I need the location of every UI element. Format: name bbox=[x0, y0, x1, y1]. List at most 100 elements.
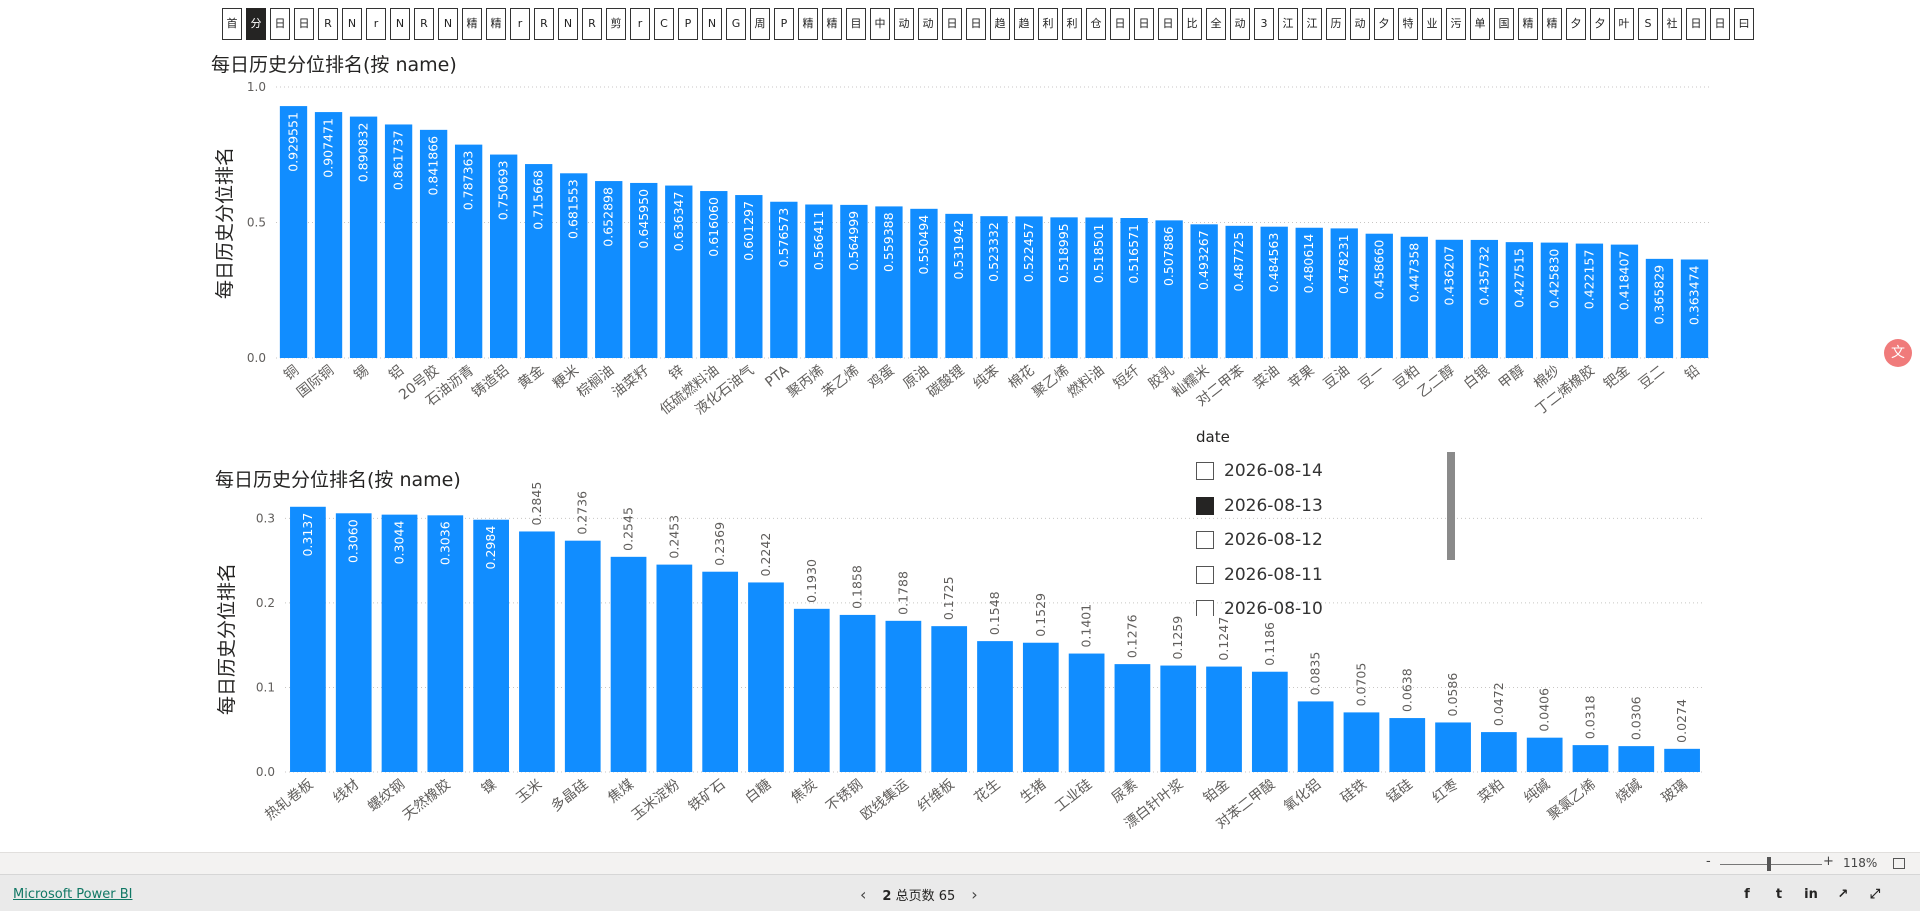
bar[interactable] bbox=[1343, 712, 1380, 772]
bar[interactable] bbox=[793, 608, 830, 772]
page-tab[interactable]: 动 bbox=[918, 8, 938, 40]
page-tab[interactable]: 全 bbox=[1206, 8, 1226, 40]
slicer-item[interactable]: 2026-08-13 bbox=[1196, 489, 1466, 524]
page-tab[interactable]: N bbox=[390, 8, 410, 40]
page-tab[interactable]: 仓 bbox=[1086, 8, 1106, 40]
page-tab[interactable]: P bbox=[774, 8, 794, 40]
previous-page-button[interactable]: ‹ bbox=[860, 884, 867, 904]
page-tab[interactable]: 剪 bbox=[606, 8, 626, 40]
page-tab[interactable]: 中 bbox=[870, 8, 890, 40]
bar[interactable] bbox=[1120, 218, 1148, 358]
bar[interactable] bbox=[314, 112, 343, 359]
page-tab[interactable]: 动 bbox=[894, 8, 914, 40]
bar[interactable] bbox=[1085, 217, 1113, 358]
bar[interactable] bbox=[1435, 722, 1471, 772]
page-tab[interactable]: 江 bbox=[1302, 8, 1322, 40]
bar[interactable] bbox=[419, 129, 448, 358]
page-tab[interactable]: r bbox=[630, 8, 650, 40]
bar[interactable] bbox=[1225, 225, 1253, 358]
page-tab[interactable]: 动 bbox=[1350, 8, 1370, 40]
bar[interactable] bbox=[1664, 748, 1700, 772]
bar[interactable] bbox=[630, 182, 658, 358]
page-tab[interactable]: 单 bbox=[1470, 8, 1490, 40]
bar[interactable] bbox=[1295, 227, 1323, 358]
bar[interactable] bbox=[700, 191, 728, 358]
slicer-checkbox[interactable] bbox=[1196, 600, 1214, 616]
page-tab[interactable]: G bbox=[726, 8, 746, 40]
bar[interactable] bbox=[1470, 239, 1499, 358]
bar[interactable] bbox=[1618, 746, 1655, 772]
bar[interactable] bbox=[1645, 258, 1674, 358]
bar[interactable] bbox=[1365, 233, 1393, 358]
page-tab[interactable]: S bbox=[1638, 8, 1658, 40]
bar[interactable] bbox=[454, 144, 483, 358]
slicer-item[interactable]: 2026-08-10 bbox=[1196, 592, 1466, 616]
bar[interactable] bbox=[335, 513, 372, 772]
page-tab[interactable]: N bbox=[702, 8, 722, 40]
bar[interactable] bbox=[564, 540, 601, 772]
page-tab[interactable]: 日 bbox=[294, 8, 314, 40]
bar[interactable] bbox=[1015, 216, 1043, 358]
bar[interactable] bbox=[1400, 236, 1428, 358]
page-tab[interactable]: 国 bbox=[1494, 8, 1514, 40]
bar[interactable] bbox=[1575, 243, 1604, 358]
page-tab[interactable]: 社 bbox=[1662, 8, 1682, 40]
page-tab[interactable]: C bbox=[654, 8, 674, 40]
page-tab[interactable]: 精 bbox=[798, 8, 818, 40]
bar[interactable] bbox=[656, 564, 693, 772]
bar[interactable] bbox=[1260, 226, 1288, 358]
page-tab[interactable]: 日 bbox=[1710, 8, 1730, 40]
page-tab[interactable]: 3 bbox=[1254, 8, 1274, 40]
bar[interactable] bbox=[735, 195, 763, 358]
page-tab[interactable]: 日 bbox=[1158, 8, 1178, 40]
page-tab[interactable]: 趋 bbox=[990, 8, 1010, 40]
page-tab[interactable]: 曰 bbox=[1734, 8, 1754, 40]
page-tab[interactable]: 动 bbox=[1230, 8, 1250, 40]
page-tab[interactable]: 目 bbox=[846, 8, 866, 40]
bar[interactable] bbox=[945, 213, 973, 358]
page-tab[interactable]: 日 bbox=[1686, 8, 1706, 40]
zoom-slider-thumb[interactable] bbox=[1767, 857, 1771, 871]
bar[interactable] bbox=[839, 614, 876, 772]
share-icon[interactable]: ↗ bbox=[1837, 886, 1849, 902]
page-tab[interactable]: 利 bbox=[1038, 8, 1058, 40]
bar[interactable] bbox=[885, 620, 922, 772]
bar[interactable] bbox=[349, 116, 378, 358]
bar[interactable] bbox=[931, 626, 968, 772]
slicer-checkbox[interactable] bbox=[1196, 565, 1214, 584]
page-tab[interactable]: 日 bbox=[942, 8, 962, 40]
twitter-icon[interactable]: t bbox=[1775, 886, 1783, 902]
bar[interactable] bbox=[980, 216, 1008, 358]
bar[interactable] bbox=[748, 582, 784, 772]
bar[interactable] bbox=[1526, 737, 1563, 772]
bar[interactable] bbox=[384, 124, 413, 359]
page-tab[interactable]: 污 bbox=[1446, 8, 1466, 40]
page-tab[interactable]: 日 bbox=[966, 8, 986, 40]
page-tab[interactable]: N bbox=[438, 8, 458, 40]
bar[interactable] bbox=[525, 164, 553, 358]
power-bi-link[interactable]: Microsoft Power BI bbox=[13, 887, 133, 902]
page-tab[interactable]: r bbox=[510, 8, 530, 40]
next-page-button[interactable]: › bbox=[971, 884, 978, 904]
bar[interactable] bbox=[1155, 220, 1183, 358]
bar[interactable] bbox=[1505, 242, 1534, 358]
bar[interactable] bbox=[1330, 228, 1358, 358]
page-tab[interactable]: 夕 bbox=[1374, 8, 1394, 40]
translate-icon[interactable]: 文 bbox=[1884, 339, 1912, 367]
page-tab[interactable]: N bbox=[342, 8, 362, 40]
facebook-icon[interactable]: f bbox=[1744, 886, 1750, 902]
bar[interactable] bbox=[381, 514, 418, 772]
page-tab[interactable]: 精 bbox=[822, 8, 842, 40]
bar[interactable] bbox=[560, 173, 588, 358]
bar[interactable] bbox=[770, 201, 798, 358]
page-tab[interactable]: 夕 bbox=[1590, 8, 1610, 40]
bar[interactable] bbox=[1610, 244, 1639, 358]
bar[interactable] bbox=[595, 181, 623, 358]
bar[interactable] bbox=[1481, 732, 1517, 772]
zoom-in-button[interactable]: + bbox=[1823, 854, 1834, 869]
bar[interactable] bbox=[1572, 745, 1609, 772]
linkedin-icon[interactable]: in bbox=[1804, 886, 1818, 902]
bar[interactable] bbox=[473, 519, 509, 772]
bar[interactable] bbox=[427, 515, 464, 772]
bar[interactable] bbox=[1297, 701, 1334, 772]
